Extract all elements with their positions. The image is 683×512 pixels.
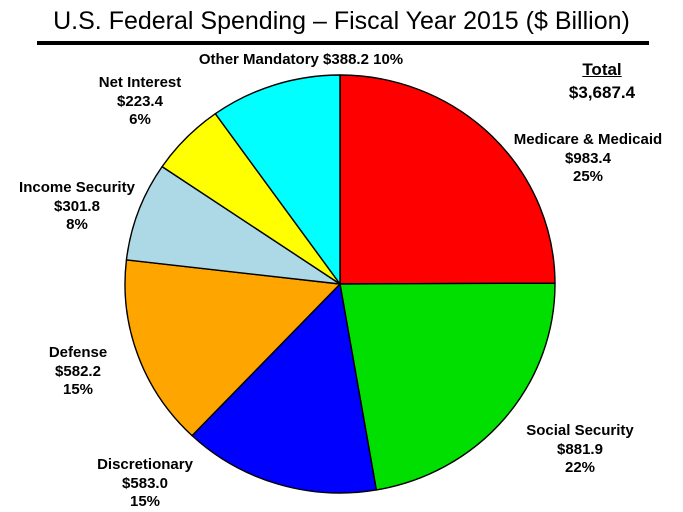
pie-label-net-interest: Net Interest $223.4 6% bbox=[99, 74, 182, 130]
label-value: $583.0 bbox=[122, 474, 168, 492]
pie-label-social-security: Social Security $881.9 22% bbox=[526, 422, 634, 478]
pie-slice-other-mandatory bbox=[214, 74, 341, 285]
label-percent: 22% bbox=[564, 459, 596, 476]
label-name: Net Interest bbox=[98, 74, 182, 91]
label-line: Other Mandatory $388.2 10% bbox=[198, 51, 404, 68]
total-heading: Total bbox=[582, 60, 622, 79]
label-percent: 15% bbox=[62, 381, 94, 398]
label-value: $881.9 bbox=[557, 440, 603, 458]
total-block: Total $3,687.4 bbox=[569, 60, 635, 103]
pie-slice-income-security bbox=[125, 165, 341, 285]
label-percent: 25% bbox=[572, 168, 604, 185]
label-percent: 8% bbox=[66, 216, 88, 233]
label-name: Discretionary bbox=[97, 456, 193, 473]
pie-slice-discretionary bbox=[191, 283, 378, 494]
pie-label-income-security: Income Security $301.8 8% bbox=[19, 179, 135, 235]
label-value: $223.4 bbox=[117, 92, 163, 110]
title-rule bbox=[37, 41, 649, 45]
label-value: $301.8 bbox=[54, 197, 100, 215]
label-value: $983.4 bbox=[565, 149, 611, 167]
total-value: $3,687.4 bbox=[568, 83, 636, 102]
label-percent: 15% bbox=[129, 493, 161, 510]
pie-slice-social-security bbox=[339, 282, 556, 491]
chart-title: U.S. Federal Spending – Fiscal Year 2015… bbox=[53, 7, 630, 35]
label-name: Social Security bbox=[526, 422, 634, 439]
pie-label-other-mandatory: Other Mandatory $388.2 10% bbox=[199, 51, 403, 70]
label-name: Income Security bbox=[19, 179, 135, 196]
label-name: Medicare & Medicaid bbox=[513, 131, 663, 148]
pie-label-discretionary: Discretionary $583.0 15% bbox=[97, 456, 193, 512]
label-percent: 6% bbox=[129, 111, 151, 128]
pie-slice-medicare-medicaid bbox=[339, 74, 556, 285]
pie-slice-defense bbox=[124, 259, 341, 437]
pie-label-defense: Defense $582.2 15% bbox=[49, 344, 107, 400]
label-value: $582.2 bbox=[55, 362, 101, 380]
label-name: Defense bbox=[48, 344, 108, 361]
pie-label-medicare-medicaid: Medicare & Medicaid $983.4 25% bbox=[514, 131, 662, 187]
